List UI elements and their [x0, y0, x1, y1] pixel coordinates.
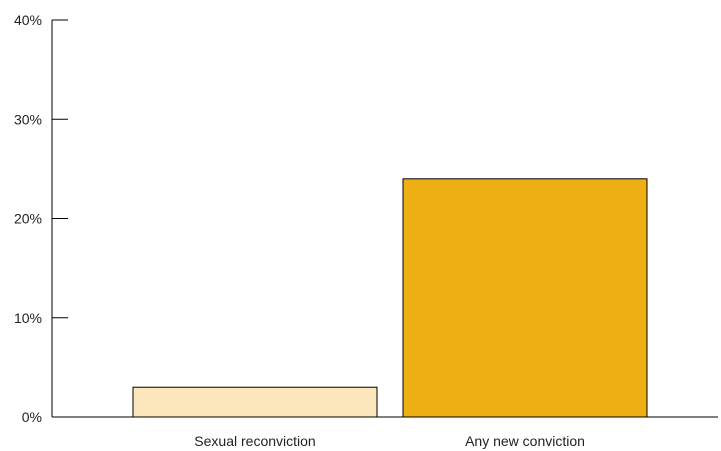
bar: [402, 178, 648, 418]
y-axis: 0% 10% 20% 30% 40%: [14, 12, 68, 425]
y-tick-label: 30%: [14, 111, 42, 127]
y-tick-label: 20%: [14, 211, 42, 227]
bar: [132, 386, 378, 418]
x-category-label: Sexual reconviction: [194, 433, 315, 449]
category-labels: Sexual reconviction Any new conviction: [194, 433, 585, 449]
y-tick-label: 0%: [22, 409, 42, 425]
bars: [132, 178, 648, 418]
x-category-label: Any new conviction: [465, 433, 585, 449]
y-tick-label: 40%: [14, 12, 42, 28]
y-tick-label: 10%: [14, 310, 42, 326]
